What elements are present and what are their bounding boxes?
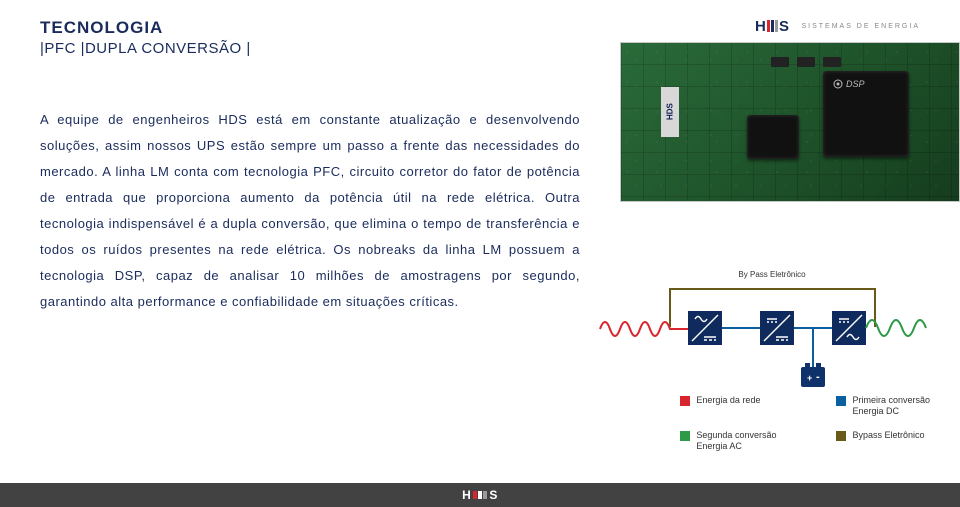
- svg-text:-: -: [816, 371, 820, 383]
- legend-swatch: [836, 396, 846, 406]
- dsp-chip-label: DSP: [833, 79, 865, 89]
- legend-item: Energia da rede: [680, 395, 776, 417]
- logo-bars-icon: [473, 491, 487, 499]
- legend-label: Energia da rede: [696, 395, 760, 406]
- legend-swatch: [680, 431, 690, 441]
- dsp-chip-text: DSP: [846, 79, 865, 89]
- svg-text:+: +: [807, 373, 812, 383]
- legend: Energia da rede Primeira conversão Energ…: [680, 395, 930, 452]
- legend-label: Primeira conversão Energia DC: [852, 395, 930, 417]
- content: A equipe de engenheiros HDS está em cons…: [40, 107, 920, 315]
- title-block: TECNOLOGIA |PFC |DUPLA CONVERSÃO |: [40, 18, 251, 57]
- page-subtitle: |PFC |DUPLA CONVERSÃO |: [40, 40, 251, 57]
- input-wave: [600, 322, 688, 336]
- svg-text:S: S: [779, 18, 789, 34]
- legend-swatch: [836, 431, 846, 441]
- pcb-sticker: HDS: [661, 87, 679, 137]
- legend-swatch: [680, 396, 690, 406]
- body-column: A equipe de engenheiros HDS está em cons…: [40, 107, 580, 315]
- pcb-component: [797, 57, 815, 67]
- pcb-chip-small: [747, 115, 799, 159]
- pcb-chip-dsp: DSP: [823, 71, 909, 157]
- bypass-label: By Pass Eletrônico: [738, 270, 806, 279]
- brand: H S SISTEMAS DE ENERGIA: [755, 18, 920, 34]
- footer-logo-icon: H S: [462, 488, 498, 502]
- graphics-column: HDS DSP By Pass Eletrônico: [610, 107, 920, 315]
- page-title: TECNOLOGIA: [40, 18, 251, 38]
- output-wave: [866, 320, 926, 336]
- pcb-component: [771, 57, 789, 67]
- pcb-component: [823, 57, 841, 67]
- svg-text:H: H: [755, 18, 766, 34]
- legend-item: Bypass Eletrônico: [836, 430, 930, 452]
- legend-item: Segunda conversão Energia AC: [680, 430, 776, 452]
- legend-label: Segunda conversão Energia AC: [696, 430, 776, 452]
- pcb-image: HDS DSP: [620, 42, 960, 202]
- brand-logo-icon: H S: [755, 18, 795, 34]
- legend-label: Bypass Eletrônico: [852, 430, 924, 441]
- body-text: A equipe de engenheiros HDS está em cons…: [40, 107, 580, 315]
- legend-item: Primeira conversão Energia DC: [836, 395, 930, 417]
- footer: H S: [0, 483, 960, 507]
- brand-tagline: SISTEMAS DE ENERGIA: [801, 23, 920, 30]
